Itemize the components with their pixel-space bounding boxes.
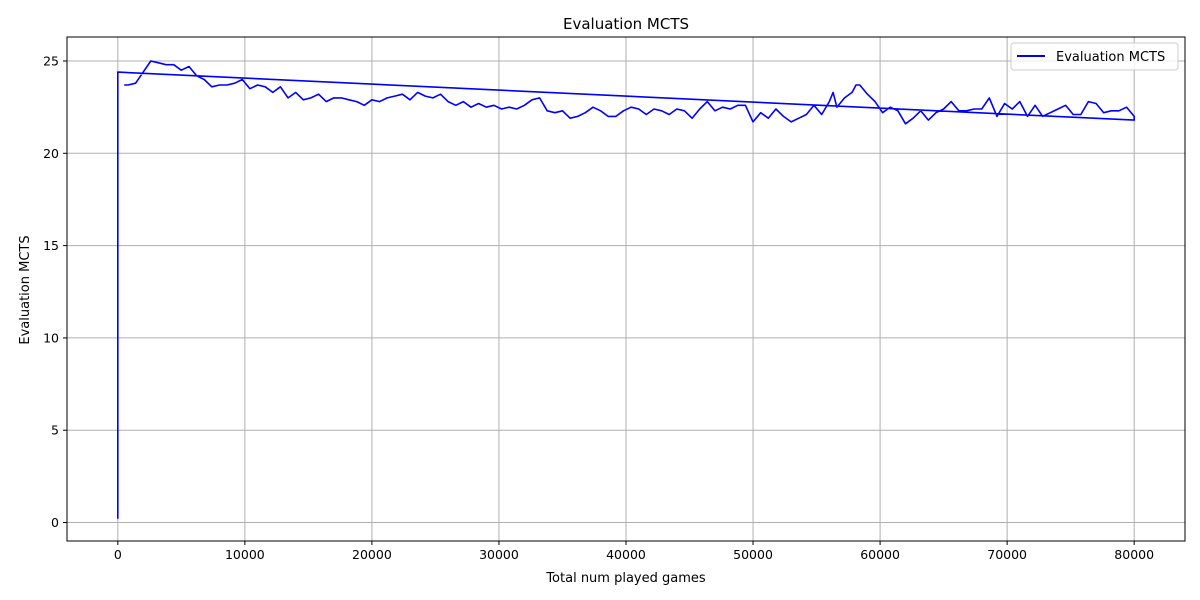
x-tick-label: 10000	[225, 547, 265, 562]
series-line-0	[117, 60, 1135, 519]
x-tick-label: 20000	[352, 547, 392, 562]
x-tick-label: 50000	[733, 547, 773, 562]
x-tick-label: 30000	[479, 547, 519, 562]
x-axis-label: Total num played games	[545, 571, 706, 586]
legend[interactable]: Evaluation MCTS	[1010, 42, 1179, 71]
x-tick-label: 70000	[987, 547, 1027, 562]
y-tick-label: 10	[43, 330, 59, 345]
x-tick-label: 0	[114, 547, 122, 562]
y-axis-label: Evaluation MCTS	[18, 235, 33, 344]
y-tick-label: 5	[51, 423, 59, 438]
x-tick-label: 60000	[860, 547, 900, 562]
x-tick-label: 40000	[606, 547, 646, 562]
y-tick-label: 15	[43, 238, 59, 253]
x-tick-label: 80000	[1114, 547, 1154, 562]
legend-box	[1010, 42, 1179, 71]
y-tick-label: 25	[43, 54, 59, 69]
chart-title: Evaluation MCTS	[563, 15, 689, 33]
legend-label: Evaluation MCTS	[1056, 50, 1165, 65]
ticks: 0 10000 20000 30000 40000 50000 60000 70000 8000…	[43, 54, 1154, 563]
y-tick-label: 0	[51, 515, 59, 530]
series-layer	[117, 60, 1135, 519]
y-tick-label: 20	[43, 146, 59, 161]
